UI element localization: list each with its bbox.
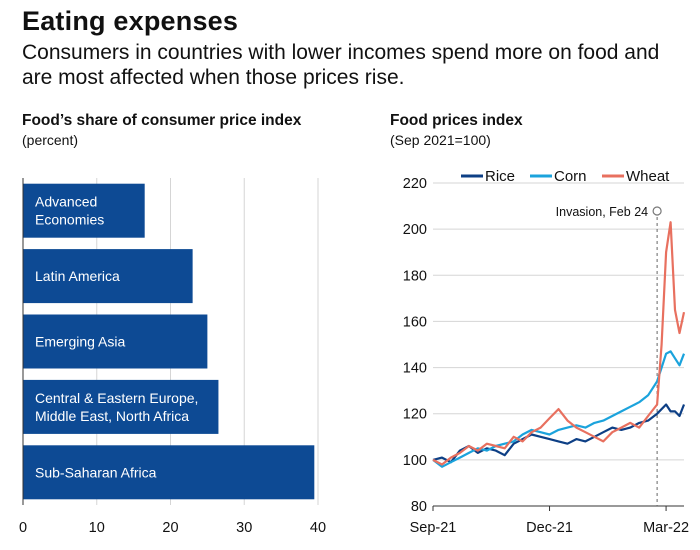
legend-label-corn: Corn xyxy=(554,168,587,185)
line-x-tick-label: Sep-21 xyxy=(410,520,457,536)
line-x-tick-label: Dec-21 xyxy=(526,520,573,536)
invasion-marker-dot xyxy=(652,206,662,216)
legend-label-wheat: Wheat xyxy=(626,168,670,185)
bar-x-tick-label: 20 xyxy=(162,520,178,536)
bar-label-advanced-economies: Economies xyxy=(35,212,104,228)
line-y-tick-label: 200 xyxy=(403,222,427,238)
bar-latin-america xyxy=(23,249,193,304)
line-y-tick-label: 80 xyxy=(411,499,427,515)
bar-sub-saharan-africa xyxy=(23,445,315,500)
bar-central-eastern-europe-middle-east-north-africa xyxy=(23,379,219,434)
line-panel-title: Food prices index xyxy=(390,112,523,129)
bar-label-sub-saharan-africa: Sub-Saharan Africa xyxy=(35,464,157,480)
line-y-tick-label: 160 xyxy=(403,314,427,330)
bar-label-advanced-economies: Advanced xyxy=(35,194,97,210)
chart-subtitle: Consumers in countries with lower income… xyxy=(22,41,660,89)
line-y-tick-label: 100 xyxy=(403,453,427,469)
line-y-tick-label: 120 xyxy=(403,407,427,423)
invasion-annotation-label: Invasion, Feb 24 xyxy=(556,205,648,219)
bar-label-emerging-asia: Emerging Asia xyxy=(35,334,125,350)
bar-emerging-asia xyxy=(23,314,208,369)
bar-x-tick-label: 0 xyxy=(19,520,27,536)
bar-panel-title: Food’s share of consumer price index xyxy=(22,112,302,129)
bar-advanced-economies xyxy=(23,183,145,238)
bar-label-central-eastern-europe-middle-east-north-africa: Central & Eastern Europe, xyxy=(35,390,198,406)
bar-x-tick-label: 40 xyxy=(310,520,326,536)
line-x-tick-label: Mar-22 xyxy=(643,520,689,536)
chart-title: Eating expenses xyxy=(22,6,239,36)
bar-label-latin-america: Latin America xyxy=(35,268,120,284)
line-y-tick-label: 180 xyxy=(403,268,427,284)
bar-panel-subtitle: (percent) xyxy=(22,132,79,148)
line-panel-subtitle: (Sep 2021=100) xyxy=(390,132,491,148)
bar-x-tick-label: 10 xyxy=(89,520,105,536)
bar-x-tick-label: 30 xyxy=(236,520,252,536)
line-y-tick-label: 220 xyxy=(403,176,427,192)
series-line-rice xyxy=(432,403,686,464)
series-line-wheat xyxy=(432,221,686,466)
legend-label-rice: Rice xyxy=(485,168,515,185)
bar-label-central-eastern-europe-middle-east-north-africa: Middle East, North Africa xyxy=(35,408,189,424)
line-y-tick-label: 140 xyxy=(403,361,427,377)
